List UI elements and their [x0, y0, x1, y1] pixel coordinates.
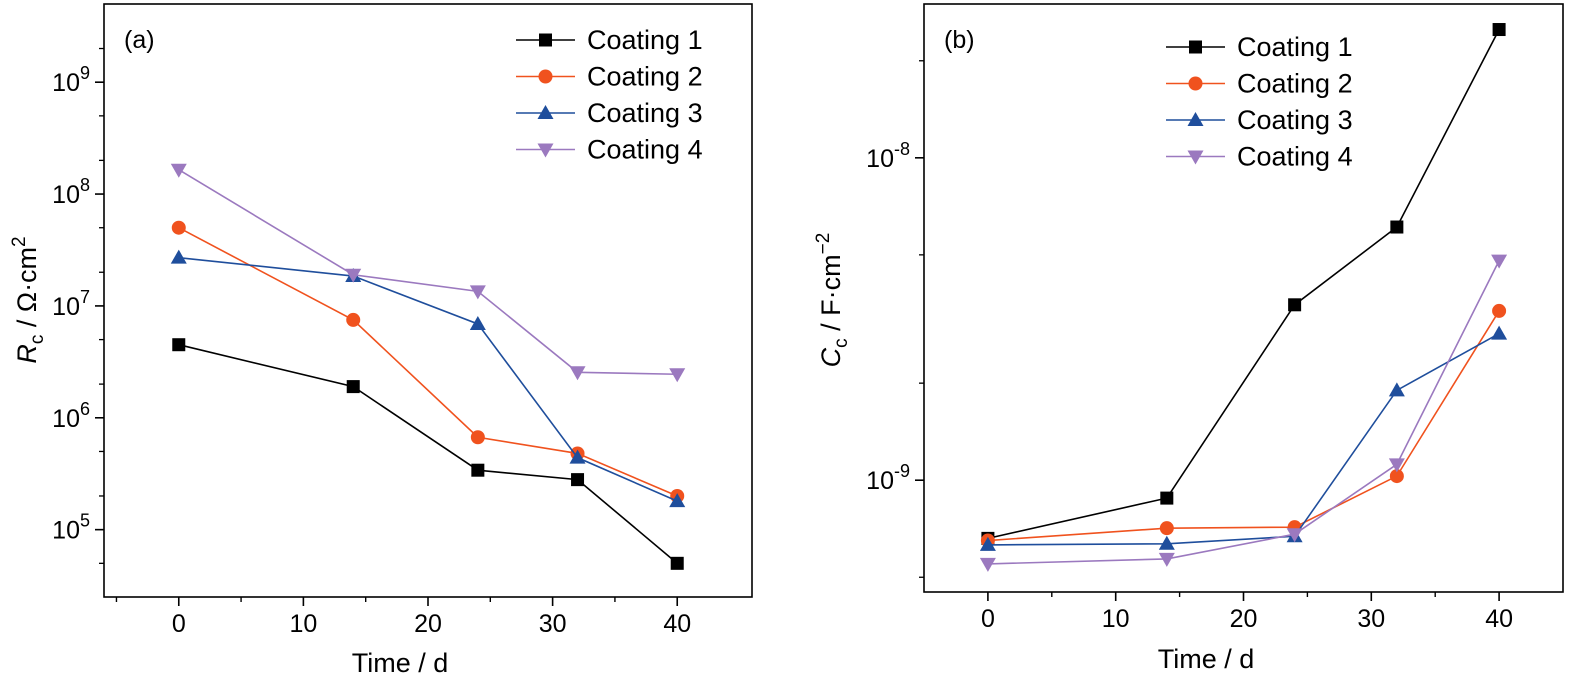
coating-3-point [1158, 535, 1175, 550]
legend-coating-3-marker [537, 105, 554, 119]
panel-b-y-unit: / F·cm [816, 254, 846, 338]
x-tick-label: 20 [414, 610, 442, 638]
coating-4-point [979, 557, 996, 572]
panel-a-x-axis-title: Time / d [352, 648, 449, 678]
legend-coating-2-label: Coating 2 [1237, 69, 1353, 99]
coating-4-point [345, 268, 362, 283]
panel-a-y-axis-title: Rc / Ω·cm2 [9, 236, 48, 363]
coating-2-point [1389, 469, 1404, 484]
legend-coating-1-marker [539, 33, 552, 47]
coating-4-point [1158, 552, 1175, 567]
panel-a-label: (a) [124, 26, 155, 54]
coating-4-line [178, 169, 678, 376]
x-tick-label: 30 [1357, 605, 1385, 633]
legend-coating-1-label: Coating 1 [1237, 32, 1353, 62]
y-tick-label: 106 [52, 399, 90, 433]
panel-a-series [170, 163, 686, 570]
legend-coating-4-label: Coating 4 [1237, 142, 1353, 172]
legend-coating-1-marker [1189, 40, 1202, 54]
legend-coating-4-marker [537, 143, 554, 158]
panel-b-y-axis-title: Cc / F·cm−2 [813, 233, 852, 368]
x-tick-label: 40 [1485, 605, 1513, 633]
coating-2-point [1492, 303, 1507, 318]
coating-4-point [569, 366, 586, 381]
y-tick-label: 108 [52, 175, 90, 209]
coating-1-point [471, 463, 485, 477]
coating-4-line [987, 260, 1500, 565]
panel-b-legend: Coating 1 Coating 2 Coating 3 Coating 4 [1166, 32, 1353, 172]
panel-b-y-unit-sup: −2 [813, 233, 834, 255]
legend-coating-4-marker [1187, 150, 1204, 165]
panel-b-x-axis-title: Time / d [1158, 644, 1255, 674]
coating-1-point [1160, 491, 1174, 505]
legend-coating-2-label: Coating 2 [587, 62, 703, 92]
coating-4-point [1491, 254, 1508, 269]
panel-a-legend: Coating 1 Coating 2 Coating 3 Coating 4 [516, 25, 703, 165]
panel-b-y-symbol: C [816, 347, 846, 367]
coating-3-point [170, 249, 187, 264]
panel-b-y-subscript: c [831, 338, 852, 348]
coating-2-point [171, 220, 186, 235]
coating-1-point [571, 473, 585, 487]
x-tick-label: 10 [289, 610, 317, 638]
coating-1-line [178, 343, 678, 564]
coating-4-point [469, 285, 486, 300]
y-tick-label: 107 [52, 287, 90, 321]
coating-1-point [1492, 23, 1506, 37]
coating-3-line [987, 332, 1500, 546]
coating-3-point [979, 536, 996, 551]
panel-a-plot-frame [103, 3, 753, 598]
coating-2-line [987, 310, 1500, 542]
coating-1-point [1390, 220, 1404, 234]
legend-coating-4-label: Coating 4 [587, 135, 703, 165]
coating-4-point [1286, 528, 1303, 543]
panel-b-label: (b) [944, 26, 975, 54]
y-tick-label: 10-9 [866, 461, 910, 495]
coating-3-point [569, 449, 586, 464]
legend-coating-2-marker [538, 69, 553, 84]
y-tick-label: 109 [52, 63, 90, 97]
coating-1-point [346, 380, 360, 394]
coating-1-point [172, 338, 186, 352]
x-tick-label: 0 [981, 605, 995, 633]
legend-coating-2-marker [1188, 76, 1203, 91]
panel-b-cc-chart: (b) 0 10 20 30 40 10-9 10-8 Coating 1 Coating 2… [813, 3, 1564, 674]
coating-3-point [469, 315, 486, 330]
y-tick-label: 10-8 [866, 139, 910, 173]
coating-4-point [170, 163, 187, 178]
x-tick-label: 30 [539, 610, 567, 638]
coating-3-point [1388, 382, 1405, 397]
panel-a-ticks: 0 10 20 30 40 105 106 107 108 109 [52, 47, 691, 638]
coating-1-point [1288, 298, 1302, 312]
panel-b-series [979, 23, 1508, 572]
coating-2-point [346, 312, 361, 327]
legend-coating-1-label: Coating 1 [587, 25, 703, 55]
legend-coating-3-marker [1187, 112, 1204, 126]
x-tick-label: 10 [1102, 605, 1130, 633]
coating-3-point [1491, 325, 1508, 340]
legend-coating-3-label: Coating 3 [587, 98, 703, 128]
coating-3-point [669, 493, 686, 508]
panel-a-y-unit: / Ω·cm [12, 247, 42, 335]
coating-1-point [670, 556, 684, 570]
panel-a-y-unit-sup: 2 [9, 236, 30, 247]
coating-2-point [1159, 521, 1174, 536]
coating-4-point [669, 368, 686, 383]
panel-a-y-subscript: c [27, 335, 48, 345]
x-tick-label: 20 [1230, 605, 1258, 633]
coating-4-point [1388, 458, 1405, 473]
panel-a-y-symbol: R [12, 344, 42, 364]
coating-2-point [470, 430, 485, 445]
x-tick-label: 40 [663, 610, 691, 638]
panel-b-ticks: 0 10 20 30 40 10-9 10-8 [866, 60, 1513, 633]
y-tick-label: 105 [52, 511, 90, 545]
legend-coating-3-label: Coating 3 [1237, 105, 1353, 135]
x-tick-label: 0 [172, 610, 186, 638]
